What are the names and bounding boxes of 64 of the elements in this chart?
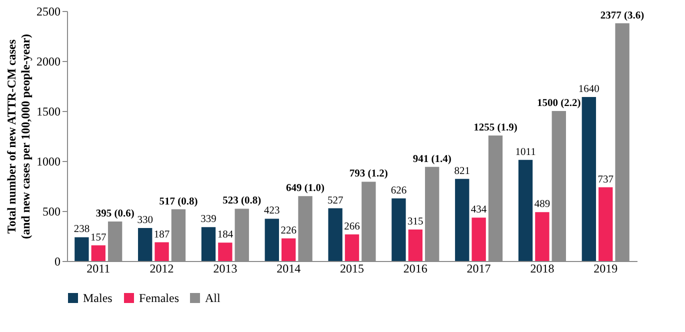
x-tick-label: 2015 bbox=[340, 262, 364, 276]
data-label: 1255 (1.9) bbox=[474, 122, 518, 134]
data-label: 434 bbox=[470, 204, 488, 216]
data-label: 395 (0.6) bbox=[96, 208, 135, 220]
y-tick-label: 1000 bbox=[36, 154, 60, 168]
data-label: 523 (0.8) bbox=[222, 196, 262, 207]
bar bbox=[455, 178, 470, 261]
data-label: 1011 bbox=[515, 146, 536, 158]
y-tick-label: 0 bbox=[54, 254, 60, 268]
y-tick-label: 2500 bbox=[36, 4, 60, 18]
bar bbox=[154, 242, 169, 261]
bar bbox=[598, 187, 613, 261]
bar bbox=[472, 218, 486, 261]
bar bbox=[218, 242, 232, 261]
data-label: 941 (1.4) bbox=[412, 154, 452, 165]
data-label: 187 bbox=[154, 229, 170, 240]
x-tick-label: 2013 bbox=[213, 262, 238, 276]
data-label: 626 bbox=[390, 185, 407, 196]
bar bbox=[264, 218, 279, 261]
data-label: 737 bbox=[598, 174, 614, 186]
data-label: 489 bbox=[534, 199, 550, 210]
data-label: 226 bbox=[280, 225, 296, 236]
data-label: 821 bbox=[454, 166, 470, 177]
y-tick-label: 2000 bbox=[36, 54, 60, 68]
data-label: 527 bbox=[327, 195, 344, 206]
data-label: 238 bbox=[74, 224, 90, 236]
data-label: 793 (1.2) bbox=[349, 168, 388, 180]
data-label: 157 bbox=[90, 232, 106, 244]
bar bbox=[535, 212, 550, 261]
bar bbox=[392, 198, 406, 261]
bar bbox=[91, 245, 106, 261]
y-tick-label: 500 bbox=[42, 204, 60, 218]
x-tick-label: 2017 bbox=[466, 262, 491, 276]
x-tick-label: 2011 bbox=[86, 262, 110, 276]
data-label: 1500 (2.2) bbox=[537, 98, 582, 109]
bar bbox=[582, 97, 596, 261]
data-label: 423 bbox=[264, 206, 280, 217]
data-label: 517 (0.8) bbox=[159, 196, 198, 208]
bar bbox=[138, 228, 152, 261]
x-tick-label: 2014 bbox=[276, 262, 301, 276]
bar bbox=[282, 238, 296, 261]
data-label: 330 bbox=[137, 215, 153, 226]
data-label: 2377 (3.6) bbox=[600, 10, 645, 22]
bar bbox=[518, 160, 533, 261]
data-label: 266 bbox=[344, 221, 360, 232]
data-label: 649 (1.0) bbox=[286, 183, 326, 194]
y-axis-title: Total number of new ATTR-CM cases (and new cases per 100,000 people-year) bbox=[4, 34, 32, 240]
data-label: 184 bbox=[217, 230, 234, 241]
legend-label: Females bbox=[139, 291, 180, 305]
bar bbox=[328, 208, 342, 261]
x-tick-label: 2016 bbox=[403, 262, 428, 276]
data-label: 1640 bbox=[578, 84, 600, 95]
bar bbox=[74, 237, 89, 261]
x-tick-label: 2019 bbox=[594, 262, 618, 276]
legend-label: Males bbox=[83, 291, 113, 305]
legend-label: All bbox=[205, 291, 221, 305]
bar bbox=[408, 230, 422, 261]
bar bbox=[201, 227, 216, 261]
x-tick-label: 2018 bbox=[530, 262, 554, 276]
bar bbox=[344, 234, 360, 261]
data-label: 339 bbox=[200, 214, 216, 226]
data-label: 315 bbox=[408, 216, 424, 228]
x-tick-label: 2012 bbox=[150, 262, 174, 276]
y-tick-label: 1500 bbox=[36, 104, 60, 118]
